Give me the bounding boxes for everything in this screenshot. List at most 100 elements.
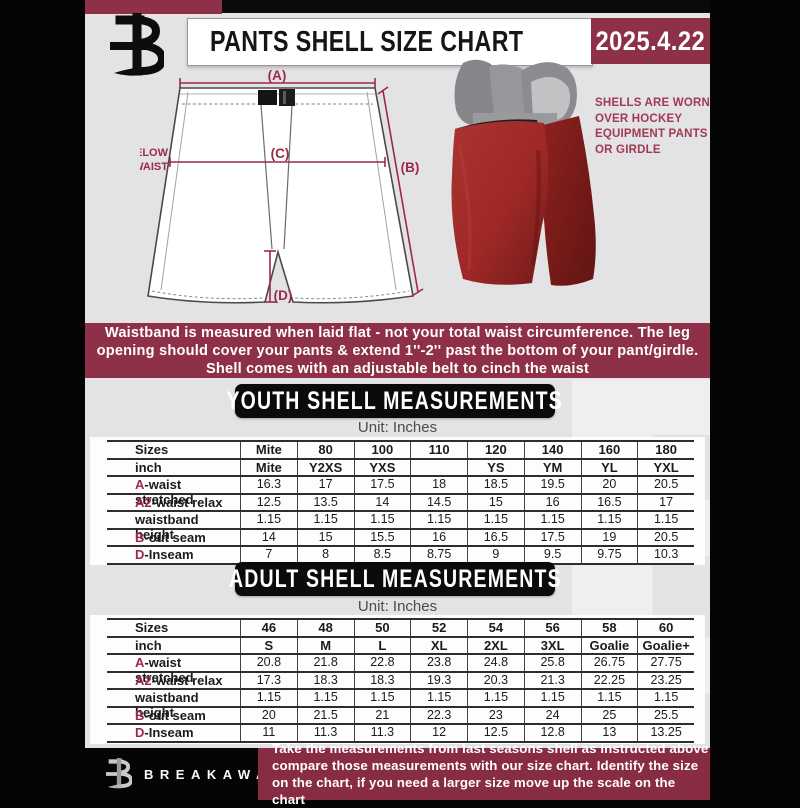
row-label: Sizes — [135, 442, 169, 457]
table-cell: 18.3 — [296, 672, 354, 688]
table-cell: 140 — [523, 442, 581, 458]
table-cell: 100 — [353, 442, 411, 458]
row-label-accent: A2 — [135, 494, 152, 510]
row-label: B-out seam — [135, 529, 206, 545]
shell-photo — [451, 59, 596, 286]
page-content: B PANTS SHELL SIZE CHART 2025.4.22 — [85, 0, 710, 748]
row-label: waistband height — [135, 512, 199, 542]
logo-tail — [114, 67, 144, 76]
table-cell: 1.15 — [467, 690, 524, 706]
adult-title-text: ADULT SHELL MEASUREMENTS — [228, 564, 562, 593]
table-cell: 14 — [353, 494, 411, 510]
table-cell: 24.8 — [467, 655, 524, 671]
row-label: B-out seam — [135, 707, 206, 723]
table-cell: 50 — [353, 620, 411, 636]
table-cell: 58 — [580, 620, 638, 636]
girdle-inner-shell — [531, 77, 571, 124]
table-cell: 1.15 — [580, 690, 638, 706]
breakaway-b-logo — [110, 13, 164, 76]
belt-buckle-right — [279, 89, 295, 106]
table-cell: 10.3 — [637, 547, 694, 563]
table-cell: 15.5 — [353, 529, 411, 545]
top-maroon-strip — [85, 0, 222, 14]
table-cell: Mite — [240, 442, 297, 458]
table-cell: 27.75 — [637, 655, 694, 671]
table-cell: L — [353, 637, 411, 653]
table-cell: 21 — [353, 707, 411, 723]
table-cell: 46 — [240, 620, 297, 636]
table-cell: 12.5 — [240, 494, 297, 510]
table-cell: 1.15 — [523, 690, 581, 706]
table-cell: YM — [523, 459, 581, 475]
measurement-notice-banner: Waistband is measured when laid flat - n… — [85, 323, 710, 378]
table-cell: 1.15 — [296, 512, 354, 528]
diagram-label-d: (D) — [274, 288, 293, 303]
table-cell: 110 — [410, 442, 467, 458]
table-cell: 12.5 — [467, 725, 524, 741]
table-cell: 1.15 — [353, 690, 411, 706]
table-cell: 19.5 — [523, 477, 581, 493]
table-row: B-out seam 14 15 15.5 16 16.5 17.5 19 20.5 — [107, 529, 694, 547]
footer-line: on the chart, if you need a larger size … — [272, 775, 676, 807]
title-bar: PANTS SHELL SIZE CHART — [187, 18, 593, 66]
table-cell: 20 — [240, 707, 297, 723]
table-row: Sizes Mite 80 100 110 120 140 160 180 — [107, 442, 694, 460]
date-badge: 2025.4.22 — [591, 18, 710, 64]
table-cell: 20.3 — [467, 672, 524, 688]
table-cell: 80 — [296, 442, 354, 458]
table-cell: 1.15 — [467, 512, 524, 528]
adult-measurements-table: Sizes 46 48 50 52 54 56 58 60 inch S M L XL 2XL 3XL Goal… — [107, 618, 694, 743]
table-row: waistband height 1.15 1.15 1.15 1.15 1.15 1.15… — [107, 690, 694, 720]
table-cell: 17 — [296, 477, 354, 493]
table-cell: 8.5 — [353, 547, 411, 563]
table-cell: 18 — [410, 477, 467, 493]
table-cell: 23.8 — [410, 655, 467, 671]
table-cell: 16 — [410, 529, 467, 545]
row-label-accent: B — [135, 529, 145, 545]
table-cell: 12 — [410, 725, 467, 741]
row-label-accent: D — [135, 725, 145, 740]
footer-instructions: Take the measurements from last seasons … — [258, 741, 710, 807]
table-cell: 16.5 — [580, 494, 638, 510]
caption-line: OR GIRDLE — [595, 143, 661, 156]
table-cell: 48 — [296, 620, 354, 636]
notice-line: Waistband is measured when laid flat - n… — [104, 324, 691, 341]
table-cell: XL — [410, 637, 467, 653]
table-cell: 13.5 — [296, 494, 354, 510]
table-cell: 17.5 — [353, 477, 411, 493]
table-row: A2-waist relax 12.5 13.5 14 14.5 15 16 16.5 17 — [107, 494, 694, 512]
table-cell: 11.3 — [353, 725, 411, 741]
table-cell: 1.15 — [410, 690, 467, 706]
diagram-label-c: (C) — [271, 146, 290, 161]
table-cell: 9.5 — [523, 547, 581, 563]
table-cell: 13 — [580, 725, 638, 741]
row-label-accent: A — [135, 477, 145, 492]
table-cell: 2XL — [467, 637, 524, 653]
table-cell: 1.15 — [637, 512, 694, 528]
table-cell — [410, 459, 467, 475]
footer-brand-name: BREAKAWAY — [144, 766, 286, 782]
table-cell: 22.25 — [580, 672, 638, 688]
row-label: D-Inseam — [135, 725, 194, 740]
table-cell: 20 — [580, 477, 638, 493]
footer-line: compare those measurements with our size… — [272, 758, 699, 773]
table-cell: 52 — [410, 620, 467, 636]
table-cell: Goalie+ — [637, 637, 694, 653]
table-cell: 1.15 — [240, 512, 297, 528]
table-cell: 16 — [523, 494, 581, 510]
left-hem-dashed — [151, 290, 264, 300]
table-cell: 15 — [467, 494, 524, 510]
footer-brand: BREAKAWAY — [106, 757, 286, 791]
girdle-center-pad — [489, 64, 527, 123]
table-cell: 21.8 — [296, 655, 354, 671]
table-cell: 18.3 — [353, 672, 411, 688]
table-cell: M — [296, 637, 354, 653]
row-label: A2-waist relax — [135, 494, 223, 510]
table-row: B-out seam 20 21.5 21 22.3 23 24 25 25.5 — [107, 707, 694, 725]
photo-caption: SHELLS ARE WORN OVER HOCKEY EQUIPMENT PA… — [595, 96, 710, 158]
table-cell: 11.3 — [296, 725, 354, 741]
below-waist-note-line1: 7'' BELOW — [140, 147, 169, 159]
shell-left-leg — [451, 121, 549, 285]
